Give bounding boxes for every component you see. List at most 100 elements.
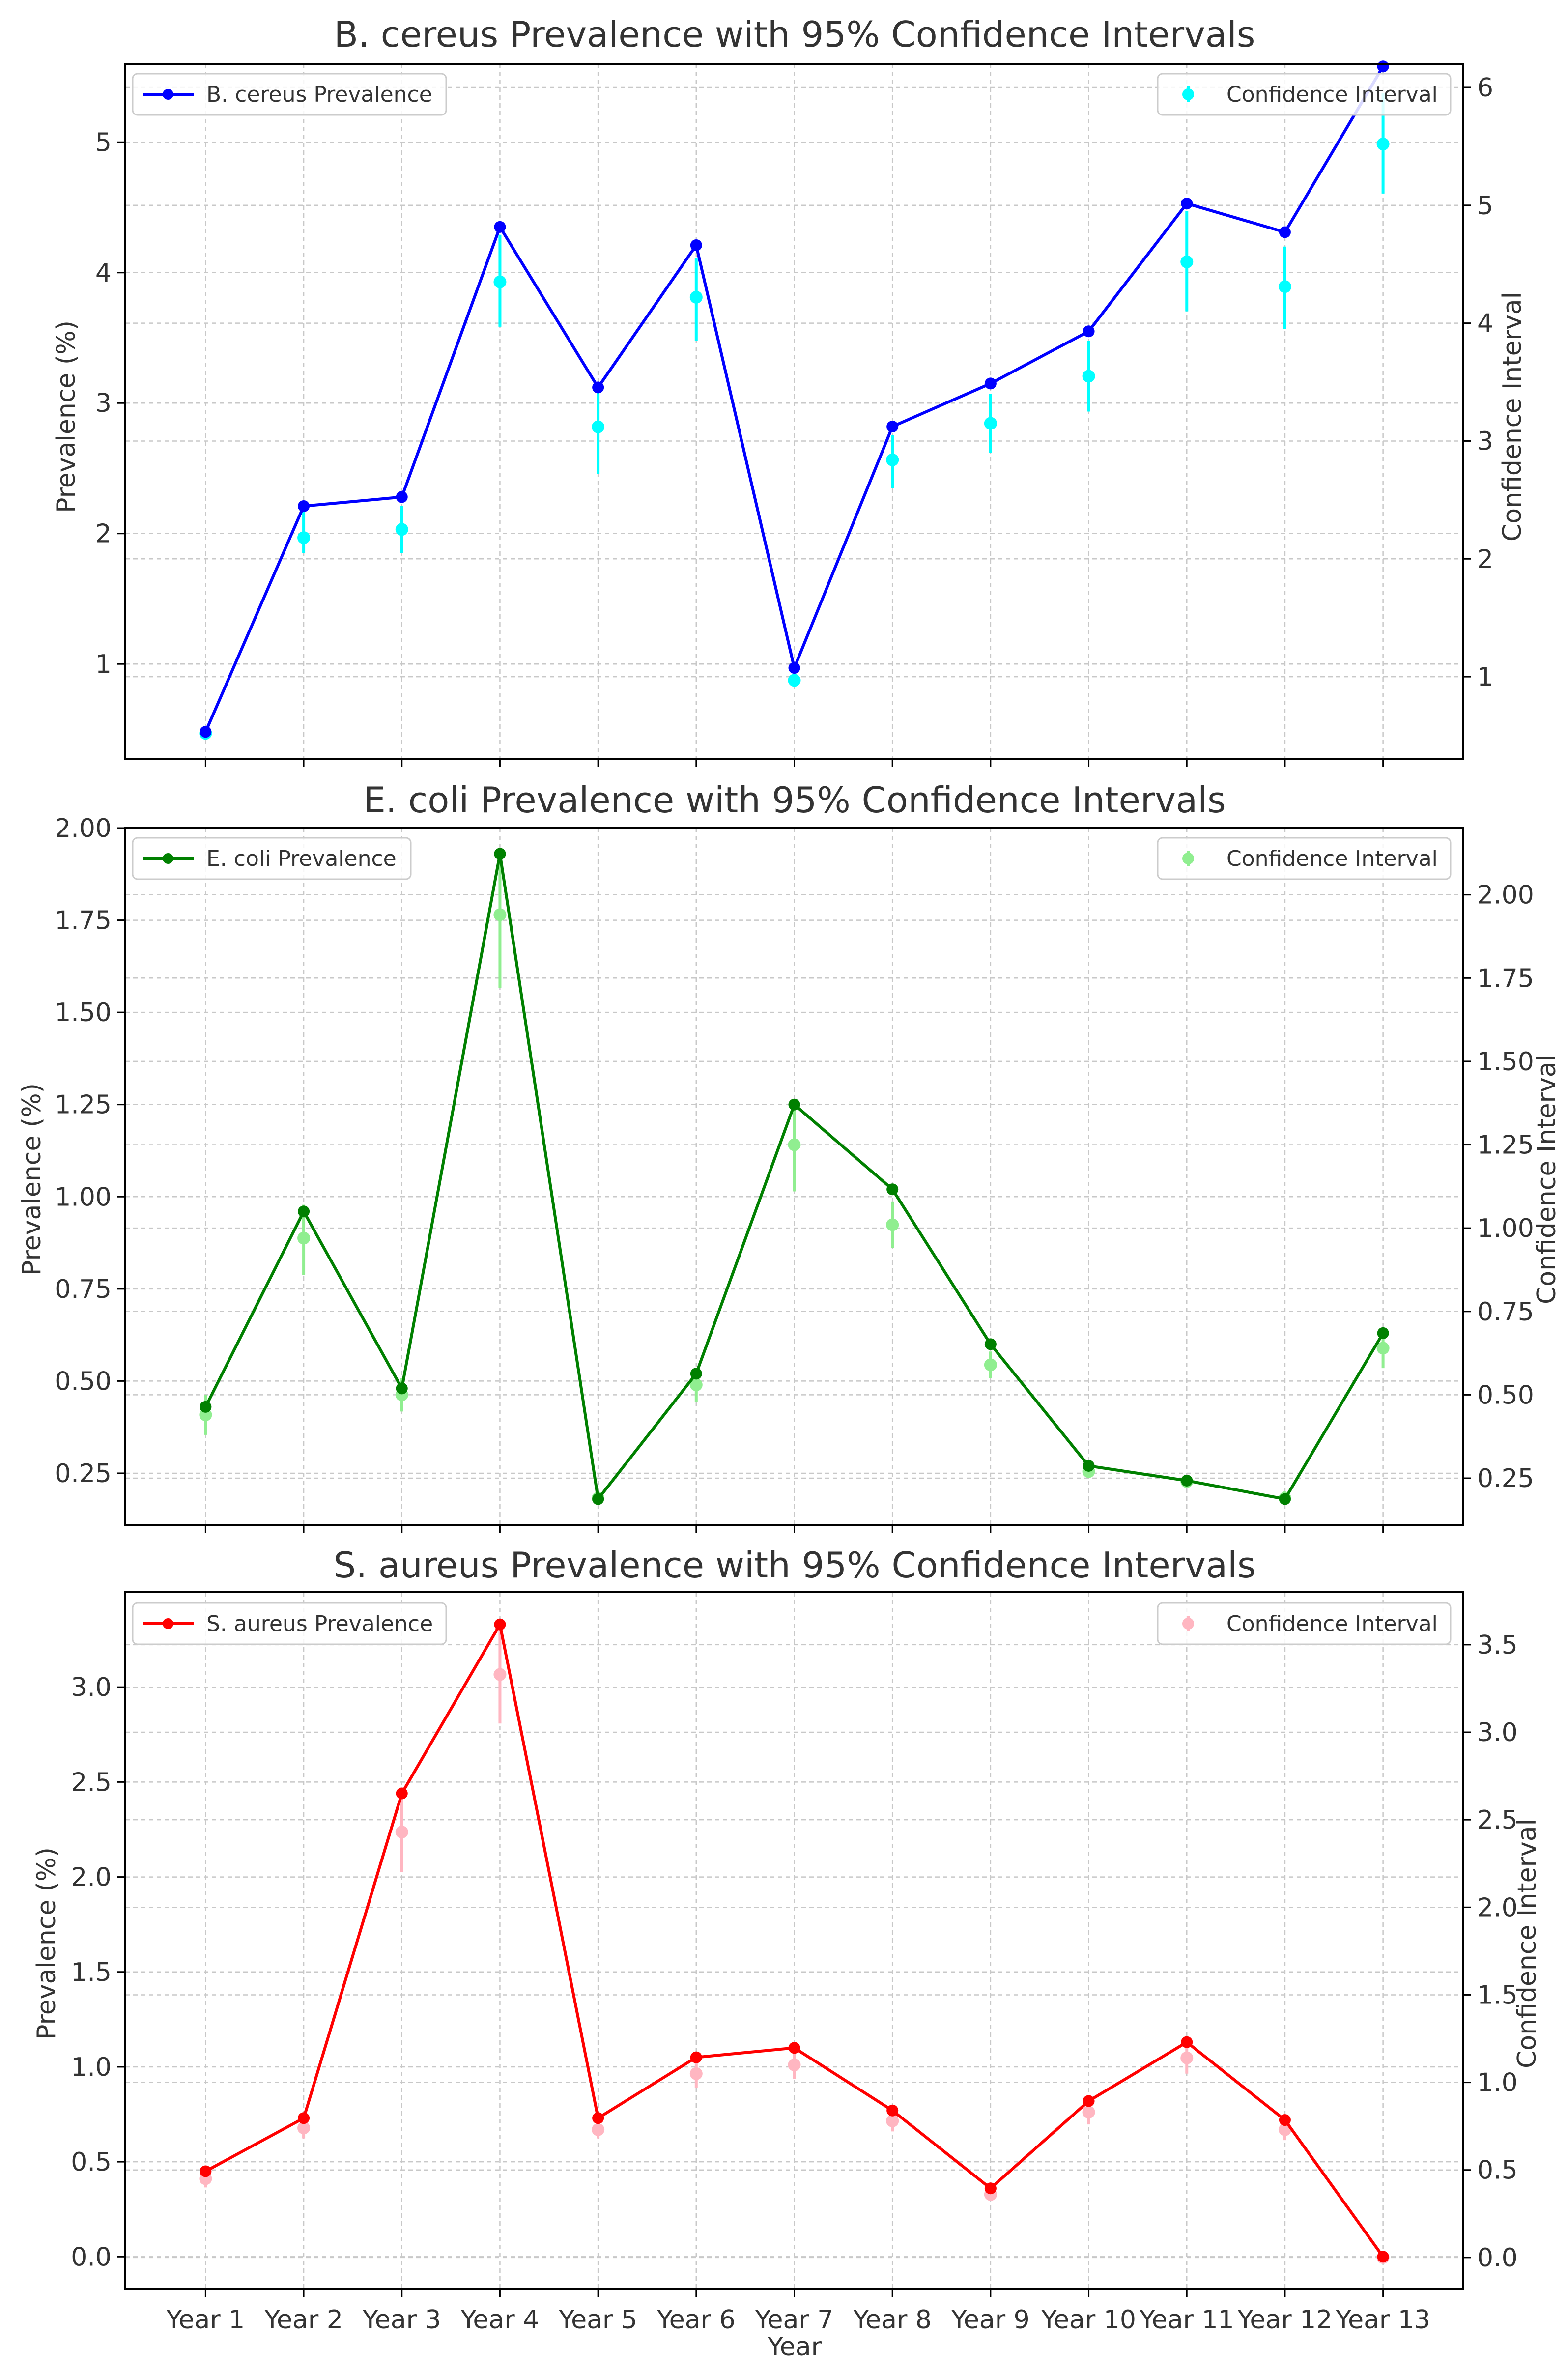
y2-tick-label: 3	[1477, 427, 1493, 456]
x-tick-label: Year 4	[460, 2305, 540, 2335]
x-tick-label: Year 1	[166, 2305, 245, 2335]
legend-ci-label: Confidence Interval	[1226, 82, 1438, 107]
y2-axis-label: Confidence Interval	[1512, 1819, 1542, 2068]
y2-tick-label: 2	[1477, 544, 1493, 574]
y-tick-label: 0.50	[55, 1367, 112, 1396]
x-tick-label: Year 10	[1041, 2305, 1136, 2335]
ci-point	[984, 417, 997, 430]
data-point	[1083, 325, 1095, 338]
ci-point	[689, 2067, 703, 2080]
chart-title: B. cereus Prevalence with 95% Confidence…	[334, 14, 1255, 55]
y2-tick-label: 0.5	[1477, 2156, 1518, 2185]
x-tick-label: Year 5	[558, 2305, 637, 2335]
y2-axis-label: Confidence Interval	[1532, 1055, 1562, 1304]
legend-right-frame	[1157, 73, 1452, 116]
data-point	[690, 2051, 702, 2063]
legend-series-label: B. cereus Prevalence	[206, 82, 432, 107]
y-tick-label: 3.0	[71, 1673, 112, 1702]
x-tick-label: Year 11	[1139, 2305, 1234, 2335]
y-axis-label: Prevalence (%)	[52, 320, 81, 513]
data-point	[1377, 1327, 1389, 1339]
data-point	[494, 848, 506, 860]
ci-point	[395, 1826, 408, 1839]
x-tick-label: Year 13	[1335, 2305, 1430, 2335]
data-point	[984, 377, 997, 390]
x-tick-label: Year 3	[362, 2305, 441, 2335]
ci-point	[1180, 255, 1194, 268]
legend-right-frame	[1157, 837, 1452, 880]
y-tick-label: 1.50	[55, 998, 112, 1028]
data-point	[1181, 1474, 1193, 1487]
y2-tick-label: 2.5	[1477, 1805, 1518, 1835]
x-tick-label: Year 8	[853, 2305, 932, 2335]
data-point	[690, 239, 702, 252]
data-point	[886, 1183, 899, 1196]
data-point	[984, 1338, 997, 1350]
data-point	[592, 1493, 604, 1505]
y2-axis-label: Confidence Interval	[1498, 292, 1527, 542]
ci-point	[788, 2058, 801, 2071]
legend-marker-swatch	[163, 853, 173, 864]
ci-point	[1180, 2051, 1194, 2064]
y-tick-label: 0.5	[71, 2147, 112, 2177]
y-tick-label: 4	[95, 258, 112, 288]
data-point	[788, 2042, 800, 2054]
y2-tick-label: 1.00	[1477, 1214, 1534, 1243]
data-point	[886, 2104, 899, 2117]
y-tick-label: 2.0	[71, 1863, 112, 1892]
data-point	[200, 1401, 212, 1413]
legend-left-frame	[132, 73, 447, 116]
y-axis-label: Prevalence (%)	[17, 1083, 47, 1276]
y2-tick-label: 4	[1477, 309, 1493, 339]
legend-right: Confidence Interval	[1157, 73, 1452, 116]
data-point	[984, 2182, 997, 2195]
data-point	[1279, 226, 1291, 238]
data-point	[1083, 2095, 1095, 2107]
ci-point	[1376, 138, 1390, 151]
legend-marker-swatch	[163, 89, 173, 100]
y-tick-label: 2	[95, 519, 112, 549]
ci-point	[297, 531, 311, 544]
legend-ci-label: Confidence Interval	[1226, 846, 1438, 871]
legend-series-label: E. coli Prevalence	[206, 846, 397, 871]
ci-point	[1278, 280, 1291, 293]
legend-left: S. aureus Prevalence	[132, 1602, 447, 1645]
y2-tick-label: 1	[1477, 662, 1493, 692]
y2-tick-label: 1.50	[1477, 1047, 1534, 1077]
panel-saureus: S. aureus Prevalence with 95% Confidence…	[32, 1545, 1542, 2362]
data-point	[494, 1618, 506, 1631]
y2-tick-label: 0.25	[1477, 1464, 1534, 1493]
x-tick-label: Year 2	[264, 2305, 343, 2335]
y-tick-label: 1.75	[55, 906, 112, 936]
ci-point	[493, 1668, 507, 1681]
chart-title: E. coli Prevalence with 95% Confidence I…	[363, 779, 1226, 821]
legend-ci-marker-swatch	[1182, 1618, 1194, 1630]
legend-ci-marker-swatch	[1182, 88, 1194, 100]
y-tick-label: 0.75	[55, 1275, 112, 1304]
data-point	[1181, 2036, 1193, 2048]
y-tick-label: 3	[95, 389, 112, 418]
y-tick-label: 0.0	[71, 2242, 112, 2272]
y2-tick-label: 1.75	[1477, 964, 1534, 993]
y-tick-label: 2.5	[71, 1768, 112, 1797]
legend-right-frame	[1157, 1602, 1452, 1645]
legend-marker-swatch	[163, 1618, 173, 1629]
data-point	[592, 2112, 604, 2124]
ci-point	[395, 523, 408, 536]
y2-tick-label: 0.75	[1477, 1297, 1534, 1327]
data-point	[788, 662, 800, 674]
data-point	[396, 1382, 408, 1395]
ci-point	[886, 453, 899, 466]
y2-tick-label: 6	[1477, 73, 1493, 103]
y-tick-label: 0.25	[55, 1459, 112, 1488]
plot-area: Year 1 Year 2 Year 3 Year 4 Year 5 Year 6 Year…	[71, 1591, 1518, 2335]
legend-series-label: S. aureus Prevalence	[206, 1611, 433, 1636]
ci-point	[297, 1231, 311, 1245]
data-point	[298, 2112, 310, 2124]
legend-left-frame	[132, 837, 412, 880]
ci-point	[493, 908, 507, 921]
data-point	[1083, 1459, 1095, 1472]
y-axis-label: Prevalence (%)	[32, 1847, 61, 2040]
ci-point	[689, 290, 703, 304]
ci-point	[1376, 1342, 1390, 1355]
